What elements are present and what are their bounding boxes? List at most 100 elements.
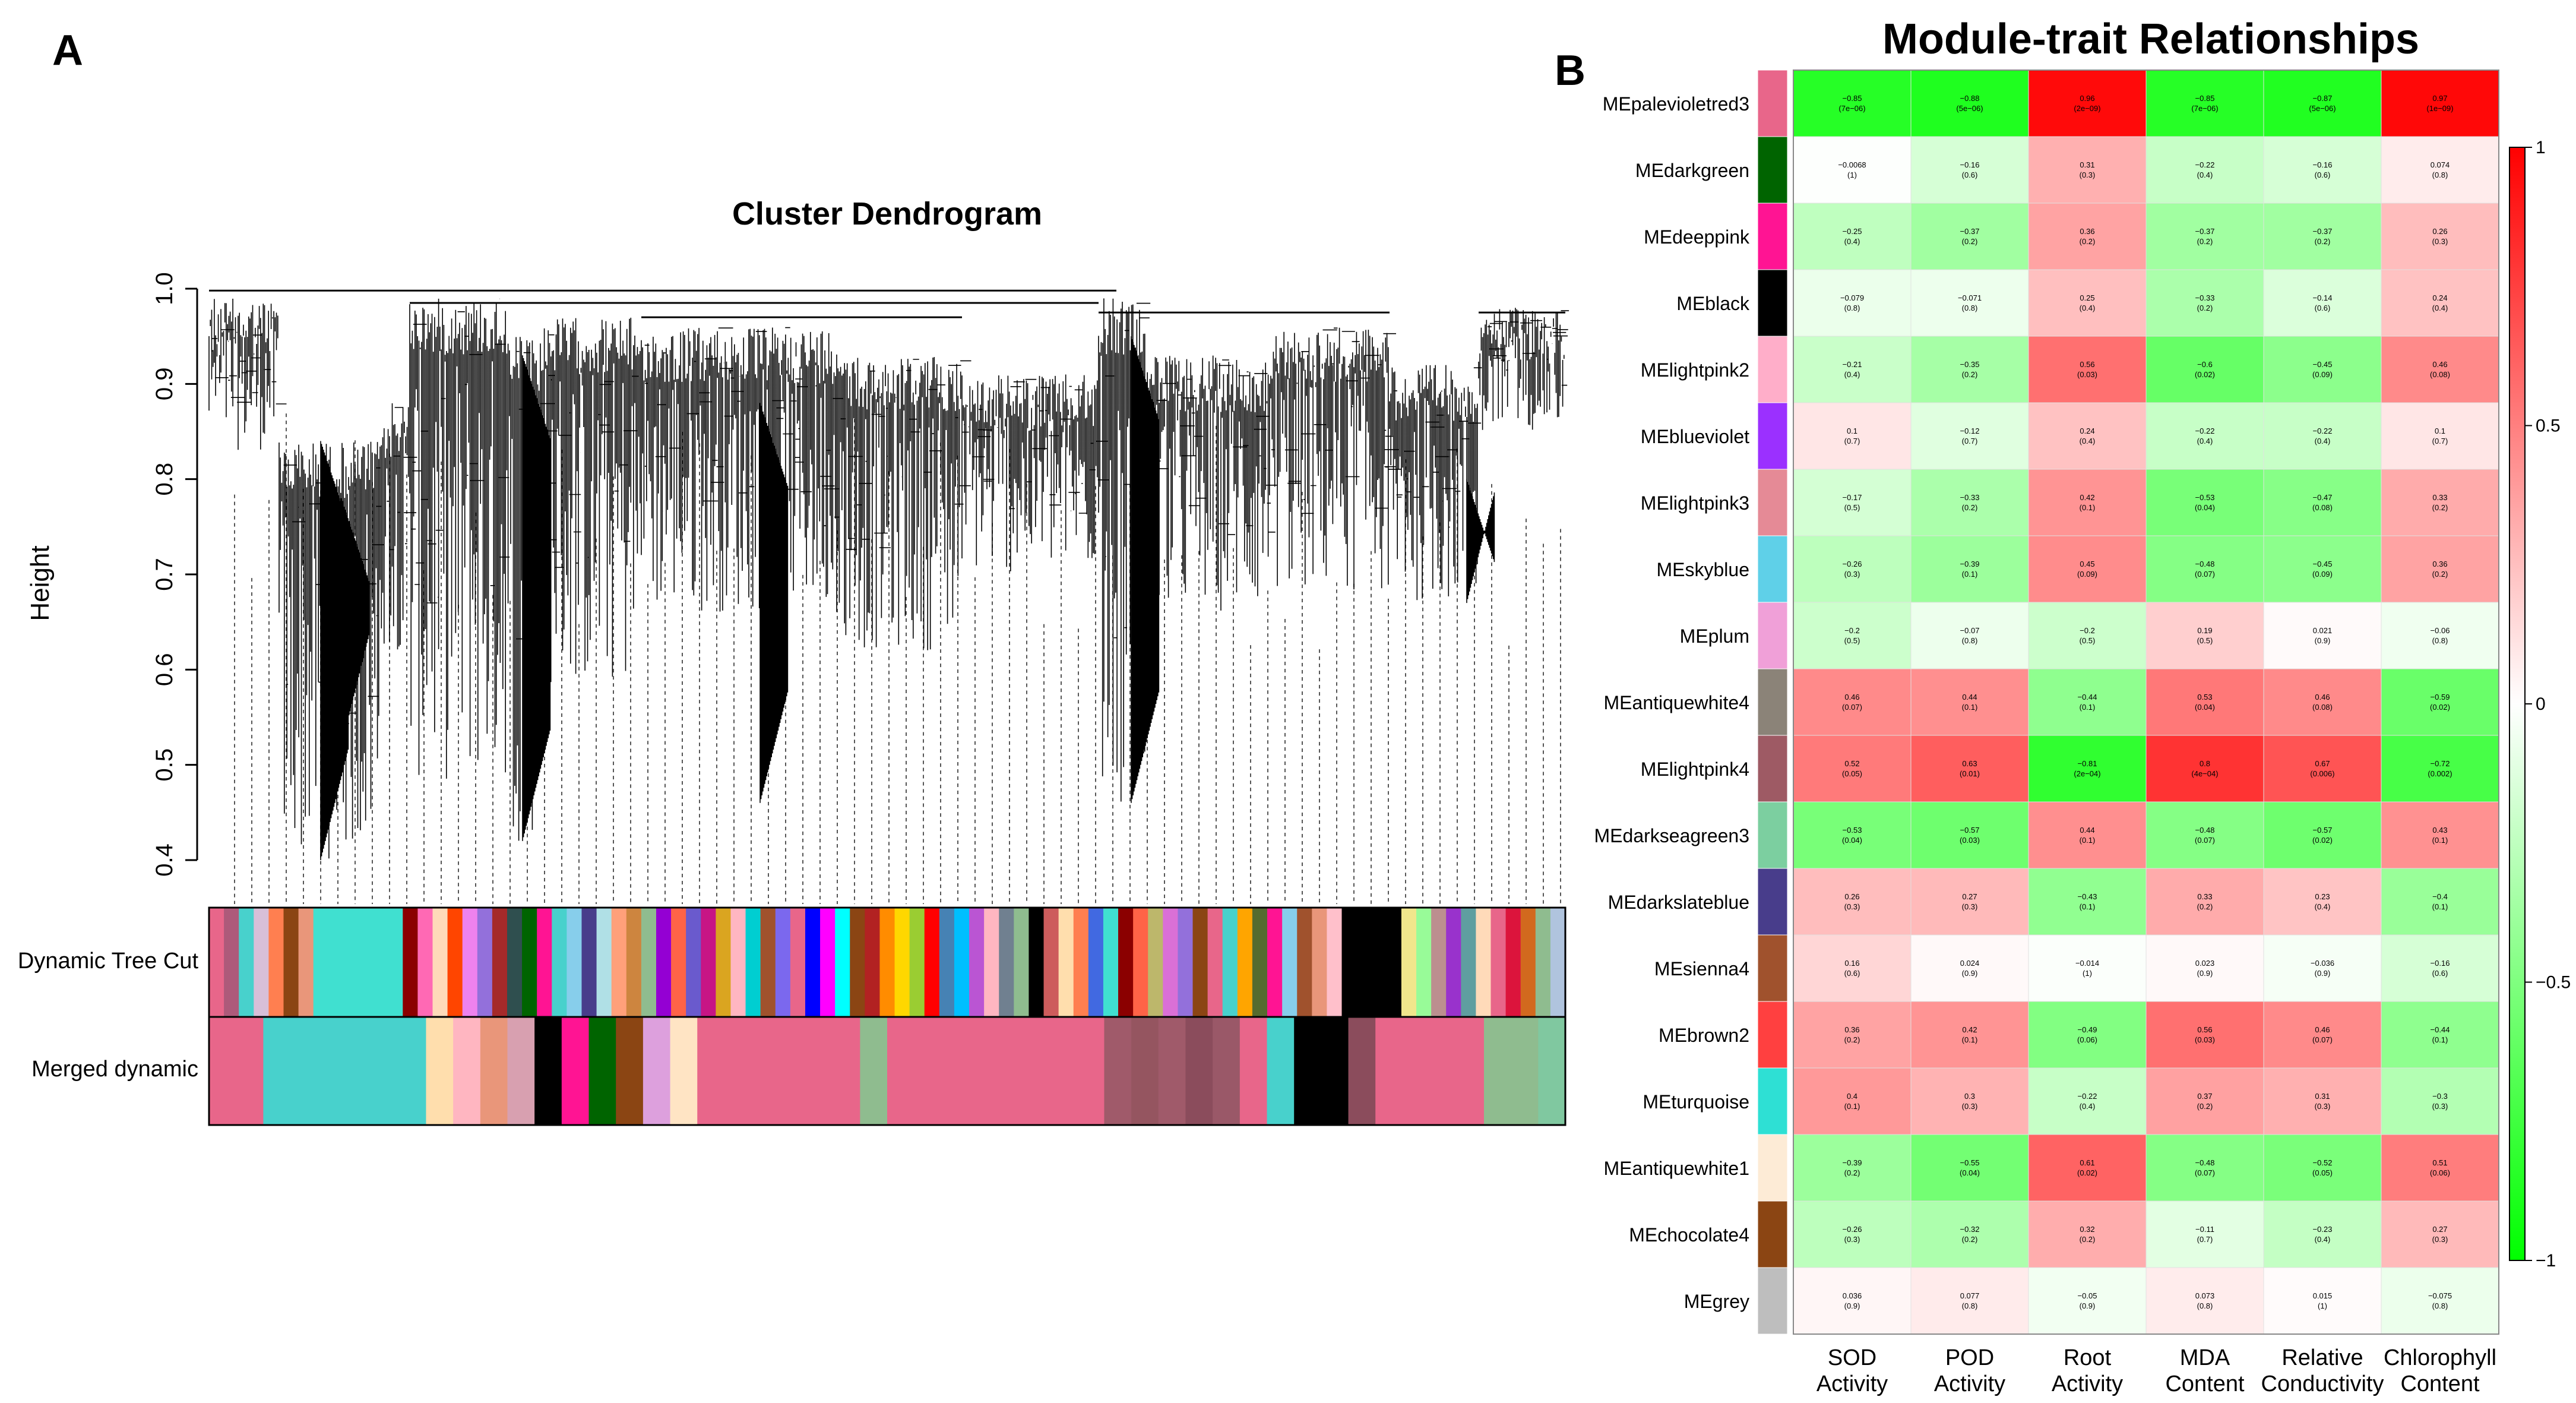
cell-pvalue-label: (1) bbox=[2083, 969, 2092, 978]
cell-correlation-label: 0.31 bbox=[2080, 160, 2094, 169]
dynamic-tree-cut-segment bbox=[328, 908, 344, 1019]
row-color-swatch bbox=[1757, 469, 1788, 536]
cell-correlation-label: 0.036 bbox=[1843, 1291, 1862, 1300]
column-label: Root bbox=[2064, 1345, 2112, 1370]
cell-pvalue-label: (0.9) bbox=[2315, 636, 2331, 645]
dynamic-tree-cut-segment bbox=[1461, 908, 1477, 1019]
dynamic-tree-cut-segment bbox=[298, 908, 314, 1019]
cell-pvalue-label: (0.3) bbox=[2432, 237, 2448, 246]
row-label: MEgrey bbox=[1684, 1291, 1749, 1312]
cell-pvalue-label: (0.6) bbox=[1962, 170, 1978, 179]
row-label: MEbrown2 bbox=[1659, 1025, 1749, 1046]
cell-pvalue-label: (0.5) bbox=[2197, 636, 2213, 645]
heatmap-cell bbox=[1910, 402, 2029, 470]
cell-pvalue-label: (0.1) bbox=[1962, 1035, 1978, 1044]
merged-dynamic-segment bbox=[860, 1017, 888, 1125]
row-color-swatch bbox=[1757, 934, 1788, 1002]
merged-dynamic-segment-frame bbox=[208, 1016, 1567, 1126]
heatmap-cell bbox=[1793, 469, 1912, 536]
heatmap-cell bbox=[1793, 1267, 1912, 1335]
cell-correlation-label: −0.48 bbox=[2195, 560, 2215, 568]
dendrogram-tree bbox=[208, 289, 1569, 860]
cell-pvalue-label: (0.07) bbox=[1842, 703, 1862, 712]
cell-pvalue-label: (0.04) bbox=[2195, 503, 2215, 512]
heatmap-cell bbox=[2263, 535, 2382, 603]
cell-correlation-label: −0.48 bbox=[2195, 826, 2215, 835]
heatmap-cell bbox=[2028, 1001, 2147, 1069]
dynamic-tree-cut-segment bbox=[1505, 908, 1521, 1019]
cell-pvalue-label: (7e−06) bbox=[2191, 104, 2218, 113]
column-label: Activity bbox=[2052, 1372, 2123, 1396]
cell-pvalue-label: (1) bbox=[2318, 1301, 2327, 1310]
row-color-swatch bbox=[1757, 1067, 1788, 1135]
cell-correlation-label: −0.35 bbox=[1960, 360, 1980, 369]
dynamic-tree-cut-segment bbox=[805, 908, 821, 1019]
cell-pvalue-label: (0.1) bbox=[2080, 902, 2096, 911]
heatmap-cell bbox=[2263, 203, 2382, 270]
cell-correlation-label: 0.63 bbox=[1962, 759, 1977, 768]
heatmap-cell bbox=[2381, 203, 2499, 270]
dynamic-tree-cut-segment bbox=[1058, 908, 1074, 1019]
cell-correlation-label: −0.07 bbox=[1960, 626, 1980, 635]
y-tick-label: 0.4 bbox=[151, 843, 178, 877]
cell-pvalue-label: (0.3) bbox=[2432, 1235, 2448, 1244]
heatmap-cell bbox=[1910, 1267, 2029, 1335]
cell-pvalue-label: (0.04) bbox=[1842, 836, 1862, 845]
merged-dynamic-segment bbox=[1050, 1017, 1078, 1125]
merged-dynamic-segment bbox=[1321, 1017, 1349, 1125]
merged-dynamic-segment bbox=[995, 1017, 1023, 1125]
dynamic-tree-cut-segment bbox=[1014, 908, 1030, 1019]
cell-correlation-label: −0.21 bbox=[1843, 360, 1862, 369]
cell-correlation-label: −0.4 bbox=[2432, 892, 2448, 901]
dynamic-tree-cut-segment bbox=[283, 908, 299, 1019]
panel-a-letter: A bbox=[52, 27, 83, 74]
row-color-swatch bbox=[1757, 868, 1788, 936]
heatmap-cell bbox=[1793, 203, 1912, 270]
cell-correlation-label: 0.46 bbox=[2315, 693, 2330, 702]
dynamic-tree-cut-segment bbox=[820, 908, 836, 1019]
cell-correlation-label: 0.36 bbox=[2432, 560, 2447, 568]
merged-dynamic-segment bbox=[670, 1017, 698, 1125]
heatmap-cell bbox=[2145, 69, 2264, 137]
cell-pvalue-label: (0.07) bbox=[2312, 1035, 2333, 1044]
cell-correlation-label: −0.72 bbox=[2431, 759, 2450, 768]
column-label: Activity bbox=[1934, 1372, 2005, 1396]
merged-dynamic-segment bbox=[263, 1017, 291, 1125]
row-label: MEantiquewhite1 bbox=[1604, 1158, 1749, 1179]
cell-correlation-label: −0.075 bbox=[2428, 1291, 2452, 1300]
dynamic-tree-cut-label: Dynamic Tree Cut bbox=[18, 949, 199, 974]
cell-pvalue-label: (0.03) bbox=[2077, 370, 2097, 379]
cell-pvalue-label: (0.05) bbox=[1842, 769, 1862, 778]
cell-pvalue-label: (0.09) bbox=[2077, 570, 2097, 579]
cell-correlation-label: 0.33 bbox=[2197, 892, 2212, 901]
merged-dynamic-segment bbox=[1131, 1017, 1159, 1125]
cell-pvalue-label: (0.4) bbox=[2080, 1102, 2096, 1111]
cell-pvalue-label: (0.7) bbox=[2197, 1235, 2213, 1244]
column-label: MDA bbox=[2180, 1345, 2230, 1370]
dynamic-tree-cut-segment bbox=[357, 908, 374, 1019]
heatmap-cell bbox=[2263, 1067, 2382, 1135]
cell-correlation-label: −0.014 bbox=[2075, 959, 2099, 968]
cell-pvalue-label: (0.1) bbox=[2080, 836, 2096, 845]
row-color-swatch bbox=[1757, 801, 1788, 869]
dynamic-tree-cut-segment bbox=[1520, 908, 1536, 1019]
cell-correlation-label: 0.073 bbox=[2195, 1291, 2215, 1300]
cell-correlation-label: −0.45 bbox=[2313, 360, 2333, 369]
dendrogram-title: Cluster Dendrogram bbox=[732, 196, 1042, 232]
merged-dynamic-segment bbox=[209, 1017, 237, 1125]
dynamic-tree-cut-segment bbox=[760, 908, 776, 1019]
column-label: Content bbox=[2165, 1372, 2245, 1396]
heatmap-cell bbox=[2028, 1134, 2147, 1202]
dynamic-tree-cut-segment bbox=[477, 908, 493, 1019]
row-label: MEdarkslateblue bbox=[1608, 892, 1749, 913]
dynamic-tree-cut-segment bbox=[730, 908, 746, 1019]
heatmap-cell bbox=[2381, 668, 2499, 736]
cell-pvalue-label: (0.3) bbox=[2315, 1102, 2331, 1111]
merged-dynamic-segment bbox=[236, 1017, 264, 1125]
dynamic-tree-cut-segment bbox=[1163, 908, 1179, 1019]
row-color-swatch bbox=[1757, 1134, 1788, 1202]
row-label: MEdarkseagreen3 bbox=[1594, 825, 1749, 846]
cell-pvalue-label: (0.4) bbox=[2432, 304, 2448, 312]
dynamic-tree-cut-segment bbox=[924, 908, 940, 1019]
heatmap-cell bbox=[2381, 1001, 2499, 1069]
